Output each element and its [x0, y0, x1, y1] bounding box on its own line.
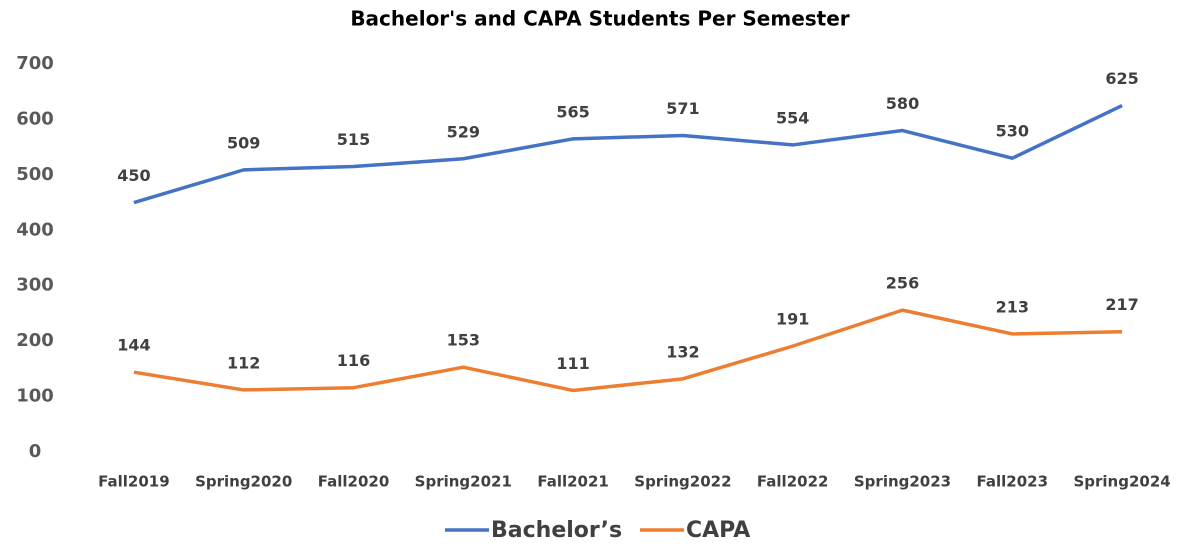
data-label: 530	[996, 122, 1029, 141]
x-tick-label: Spring2024	[1073, 473, 1170, 491]
data-label: 625	[1105, 69, 1138, 88]
x-tick-label: Spring2021	[415, 473, 512, 491]
y-tick-label: 200	[16, 330, 54, 351]
y-tick-label: 0	[29, 441, 42, 462]
data-label: 571	[666, 99, 699, 118]
data-label: 565	[556, 102, 589, 121]
x-tick-label: Spring2020	[195, 473, 292, 491]
data-label: 132	[666, 342, 699, 361]
data-label: 116	[337, 351, 370, 370]
data-label: 509	[227, 133, 260, 152]
y-tick-label: 300	[16, 275, 54, 296]
x-tick-label: Fall2021	[537, 473, 609, 491]
data-label: 153	[447, 331, 480, 350]
y-tick-label: 400	[16, 219, 54, 240]
y-tick-label: 700	[16, 53, 54, 74]
data-label: 256	[886, 274, 919, 293]
data-label: 111	[556, 354, 589, 373]
y-tick-label: 600	[16, 108, 54, 129]
x-tick-label: Spring2023	[854, 473, 951, 491]
data-label: 217	[1105, 295, 1138, 314]
x-tick-label: Fall2019	[98, 473, 170, 491]
legend-label: CAPA	[686, 518, 750, 543]
data-label: 529	[447, 122, 480, 141]
data-label: 580	[886, 94, 919, 113]
x-tick-label: Fall2020	[318, 473, 390, 491]
data-label: 213	[996, 297, 1029, 316]
data-label: 144	[117, 336, 150, 355]
data-label: 450	[117, 166, 150, 185]
data-label: 191	[776, 310, 809, 329]
legend-label: Bachelor’s	[491, 518, 622, 543]
x-tick-label: Spring2022	[634, 473, 731, 491]
x-tick-label: Fall2023	[977, 473, 1049, 491]
series-line	[133, 103, 1123, 205]
data-label: 554	[776, 108, 809, 127]
x-tick-label: Fall2022	[757, 473, 829, 491]
y-tick-label: 100	[16, 386, 54, 407]
data-label: 112	[227, 353, 260, 372]
chart-title: Bachelor's and CAPA Students Per Semeste…	[350, 7, 849, 31]
data-label: 515	[337, 130, 370, 149]
series-line	[133, 308, 1123, 393]
y-tick-label: 500	[16, 164, 54, 185]
